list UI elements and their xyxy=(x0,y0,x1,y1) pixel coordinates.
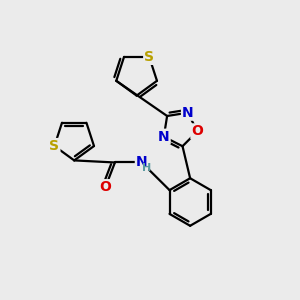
Text: S: S xyxy=(50,139,59,153)
Text: S: S xyxy=(144,50,154,64)
Text: O: O xyxy=(100,180,111,194)
Text: O: O xyxy=(191,124,203,138)
Text: N: N xyxy=(182,106,194,120)
Text: H: H xyxy=(142,163,152,173)
Text: N: N xyxy=(158,130,169,144)
Text: N: N xyxy=(136,155,148,170)
